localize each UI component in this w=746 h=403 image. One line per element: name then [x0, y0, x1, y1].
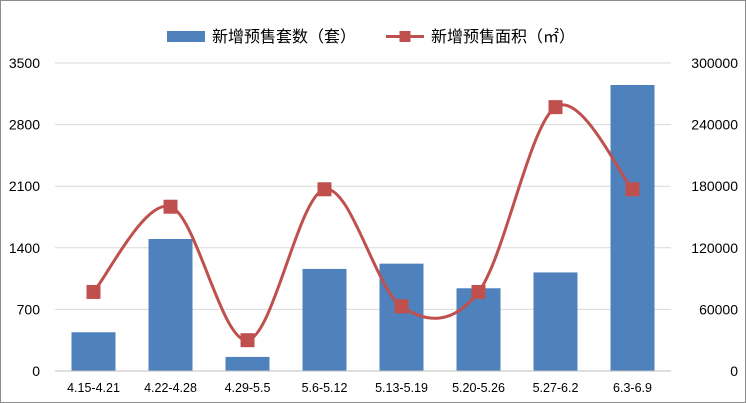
- line-marker: [163, 199, 178, 214]
- y-left-tick-label: 2100: [9, 178, 40, 194]
- line-marker: [240, 333, 255, 348]
- y-right-tick-label: 300000: [691, 55, 738, 71]
- line-marker: [394, 299, 409, 314]
- y-left-tick-label: 0: [32, 363, 40, 379]
- legend-marker-swatch: [399, 31, 411, 42]
- series-line: [92, 103, 634, 342]
- x-tick-label: 5.20-5.26: [452, 381, 505, 395]
- y-right-tick-label: 240000: [691, 117, 738, 133]
- legend-label-line-series: 新增预售面积（㎡）: [431, 27, 575, 46]
- legend: 新增预售套数（套） 新增预售面积（㎡）: [167, 27, 575, 46]
- bar: [610, 85, 655, 371]
- line-series: [86, 100, 640, 348]
- line-marker: [471, 284, 486, 299]
- y-left-tick-label: 1400: [9, 240, 40, 256]
- bar: [379, 263, 424, 371]
- line-marker: [86, 284, 101, 299]
- bar: [302, 268, 347, 371]
- x-tick-label: 4.29-5.5: [225, 381, 271, 395]
- y-right-tick-label: 60000: [699, 301, 738, 317]
- bar: [225, 356, 270, 371]
- y-left-tick-label: 3500: [9, 55, 40, 71]
- y-right-tick-label: 0: [730, 363, 738, 379]
- line-marker: [625, 182, 640, 197]
- x-tick-label: 6.3-6.9: [613, 381, 652, 395]
- bar: [148, 239, 193, 371]
- x-tick-label: 4.22-4.28: [144, 381, 197, 395]
- axes: 0 700 1400 2100 2800 3500 0 60000 120000 180000 24…: [9, 55, 738, 395]
- y-right-tick-label: 180000: [691, 178, 738, 194]
- line-marker: [548, 100, 563, 115]
- x-tick-label: 5.6-5.12: [302, 381, 348, 395]
- y-left-tick-label: 2800: [9, 117, 40, 133]
- legend-bar-swatch: [167, 31, 205, 42]
- bar-series: [71, 85, 655, 371]
- legend-label-bar-series: 新增预售套数（套）: [212, 27, 356, 46]
- y-left-tick-label: 700: [17, 301, 41, 317]
- bar: [456, 288, 501, 371]
- x-tick-label: 5.27-6.2: [533, 381, 579, 395]
- x-tick-label: 5.13-5.19: [375, 381, 428, 395]
- x-tick-label: 4.15-4.21: [67, 381, 120, 395]
- line-marker: [317, 182, 332, 197]
- bar: [71, 332, 116, 371]
- bar: [533, 272, 578, 371]
- y-right-tick-label: 120000: [691, 240, 738, 256]
